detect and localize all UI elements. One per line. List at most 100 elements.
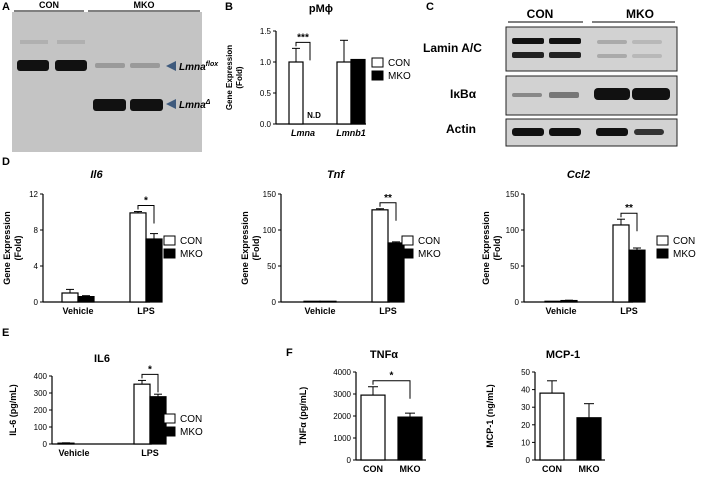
gel-band-faint-lane4 <box>130 63 160 68</box>
significance-marker: ** <box>625 203 633 214</box>
legend-label-con: CON <box>388 58 410 69</box>
bar-con-con <box>539 392 565 461</box>
gel-header-con: CON <box>39 0 59 10</box>
x-tick-label: LPS <box>137 306 155 316</box>
legend-swatch-mko <box>163 248 176 259</box>
blot-band-ikba-2 <box>549 92 579 98</box>
y-axis-label: IL-6 (pg/mL) <box>8 384 18 436</box>
y-tick-label: 1000 <box>333 434 351 443</box>
y-axis-label-line2: (Fold) <box>492 236 502 261</box>
chart-d-ccl2: Ccl2 Gene Expression(Fold) 0 50 100 150 Vehicl… <box>481 169 696 316</box>
chart-title: TNFα <box>370 349 398 361</box>
panel-a: A CON MKO Lmnaflox LmnaΔ <box>2 0 219 152</box>
x-tick-label: MKO <box>400 464 421 474</box>
gel-band-faint-lane3 <box>95 63 125 68</box>
y-tick-label: 8 <box>34 226 39 235</box>
y-tick-label: 0 <box>43 440 48 449</box>
legend-label-con: CON <box>180 236 202 247</box>
y-tick-label: 100 <box>34 423 48 432</box>
chart-title: MCP-1 <box>546 349 580 361</box>
panel-letter-f: F <box>286 347 293 359</box>
x-tick-label: Vehicle <box>62 306 93 316</box>
x-tick-label: MKO <box>579 464 600 474</box>
y-tick-label: 150 <box>506 190 520 199</box>
y-tick-label: 12 <box>29 190 38 199</box>
legend: CON MKO <box>163 235 203 260</box>
legend: CON MKO <box>371 57 411 82</box>
x-tick-label: Lmna <box>291 128 315 138</box>
significance-marker: * <box>144 196 148 207</box>
gel-band-delta-lane4 <box>130 99 163 111</box>
blot-band-actin-3 <box>596 128 628 136</box>
y-axis-label-line2: (Fold) <box>13 236 23 261</box>
gel-smear-2 <box>57 40 85 44</box>
legend-swatch-con <box>163 235 176 246</box>
x-tick-label: Vehicle <box>304 306 335 316</box>
bar-mko-vehicle <box>77 296 95 303</box>
y-tick-label: 4000 <box>333 368 351 377</box>
x-tick-label: Vehicle <box>58 448 89 458</box>
bar-mko-vehicle <box>560 299 578 303</box>
blot-band-lamin-4a <box>632 40 662 44</box>
y-tick-label: 300 <box>34 389 48 398</box>
y-tick-label: 20 <box>521 421 530 430</box>
blot-band-ikba-3 <box>594 88 630 100</box>
bar-con-lmna <box>288 61 304 125</box>
y-tick-label: 3000 <box>333 390 351 399</box>
y-axis-label-line2: (Fold) <box>235 66 244 89</box>
y-tick-label: 0 <box>526 456 531 465</box>
x-tick-label: CON <box>363 464 383 474</box>
y-tick-label: 200 <box>34 406 48 415</box>
legend-label-con: CON <box>673 236 695 247</box>
significance-marker: * <box>148 364 152 375</box>
chart-f-mcp1-protein: MCP-1 MCP-1 (ng/mL) 0 10 20 30 40 50 CON MKO <box>485 349 605 474</box>
y-tick-label: 4 <box>34 262 39 271</box>
y-axis-label-line1: Gene Expression <box>240 211 250 285</box>
y-tick-label: 100 <box>263 226 277 235</box>
bar-mko-lmnb1 <box>350 58 366 125</box>
y-axis-label-line1: Gene Expression <box>481 211 491 285</box>
blot-band-lamin-3a <box>597 40 627 44</box>
significance-marker: *** <box>297 32 309 43</box>
legend-swatch-mko <box>401 248 414 259</box>
legend-swatch-mko <box>371 70 384 81</box>
gel-image <box>12 12 202 152</box>
significance-bracket <box>372 380 411 399</box>
y-tick-label: 50 <box>267 262 276 271</box>
arrow-flox-icon <box>166 61 176 71</box>
y-tick-label: 2000 <box>333 412 351 421</box>
y-tick-label: 30 <box>521 403 530 412</box>
x-tick-label: Vehicle <box>545 306 576 316</box>
gel-band-flox-lane1 <box>17 60 49 71</box>
y-tick-label: 150 <box>263 190 277 199</box>
y-tick-label: 400 <box>34 372 48 381</box>
chart-f-tnfa-protein: TNFα TNFα (pg/mL) 0 1000 2000 3000 4000 CON MKO * <box>298 349 426 474</box>
significance-bracket <box>137 205 155 224</box>
chart-d-il6: Il6 Gene Expression(Fold) 0 4 8 12 Vehicle LPS *… <box>2 169 203 316</box>
bar-mko-lps <box>145 238 163 303</box>
annotation-not-detected: N.D <box>307 111 321 120</box>
panel-letter-a: A <box>2 1 10 13</box>
y-tick-label: 0 <box>347 456 352 465</box>
blot-band-actin-1 <box>512 128 544 136</box>
blot-row-label-lamin: Lamin A/C <box>423 41 482 55</box>
y-axis-label-line1: Gene Expression <box>225 45 234 110</box>
y-axis-label-line2: (Fold) <box>251 236 261 261</box>
y-axis-label: Gene Expression(Fold) <box>2 211 23 285</box>
significance-bracket <box>379 202 397 221</box>
bar-con-lps <box>133 383 151 445</box>
x-tick-label: Lmnb1 <box>336 128 366 138</box>
blot-header-con: CON <box>527 7 554 21</box>
panel-letter-b: B <box>225 1 233 13</box>
legend-label-mko: MKO <box>180 427 203 438</box>
y-tick-label: 50 <box>521 368 530 377</box>
y-axis-label: Gene Expression(Fold) <box>481 211 502 285</box>
bar-con-lps <box>129 212 147 303</box>
significance-bracket <box>141 373 159 393</box>
y-axis-label: Gene Expression(Fold) <box>225 45 244 110</box>
legend-label-mko: MKO <box>180 249 203 260</box>
legend-swatch-mko <box>656 248 669 259</box>
y-tick-label: 40 <box>521 386 530 395</box>
blot-strip-lamin <box>505 26 678 72</box>
